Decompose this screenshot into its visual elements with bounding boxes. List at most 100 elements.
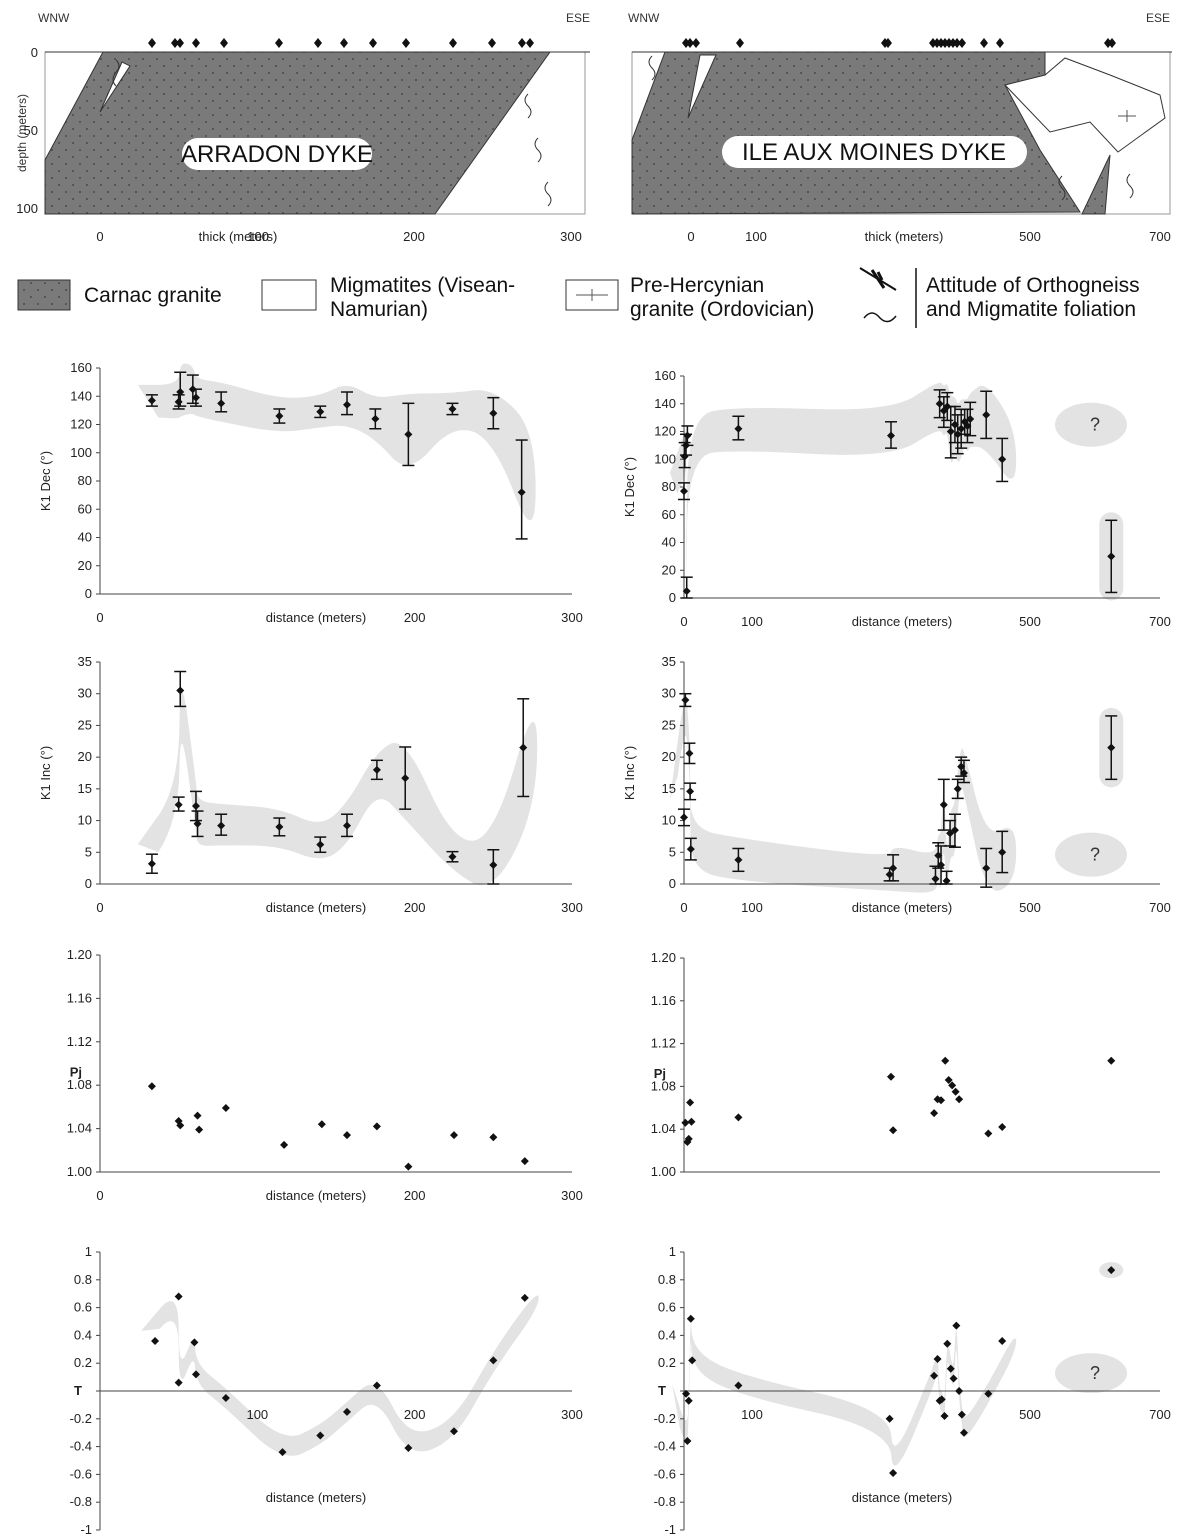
data-envelope: [670, 701, 1017, 893]
data-point: [221, 1393, 230, 1402]
carnac-granite-body-arradon: [44, 51, 551, 215]
foliation-markers-moines: [682, 38, 1116, 48]
y-tick-label: 15: [78, 781, 92, 796]
data-point: [930, 1109, 939, 1118]
data-envelope: [670, 382, 1017, 572]
y-tick-label: 0: [85, 876, 92, 891]
data-point: [680, 487, 688, 496]
x-tick-label: 100: [741, 1407, 763, 1422]
x-tick-label: 700: [1149, 900, 1171, 915]
migmatite-inclusion-moines: [687, 54, 717, 119]
data-point: [998, 848, 1007, 857]
chart-moines-pj: 1.00 1.04 1.08 1.12 1.16 1.20 Pj: [651, 950, 1160, 1179]
depth-tick-100: 100: [16, 201, 38, 216]
data-point: [317, 1120, 326, 1129]
y-axis-title: Pj: [70, 1065, 82, 1080]
y-tick-label: 1.04: [651, 1121, 676, 1136]
y-tick-label: 20: [78, 558, 92, 573]
foliation-marker: [736, 38, 744, 48]
x-tick-label: 700: [1149, 614, 1171, 629]
data-point: [950, 826, 959, 835]
data-point: [998, 455, 1007, 464]
y-tick-label: 0.2: [658, 1355, 676, 1370]
y-tick-label: 30: [78, 686, 92, 701]
x-tick-label: 500: [1019, 900, 1041, 915]
data-point: [448, 852, 457, 861]
data-point: [489, 409, 498, 418]
foliation-marker: [402, 38, 410, 48]
y-tick-label: 1.08: [67, 1077, 92, 1092]
foliation-trace: [544, 181, 552, 207]
data-point: [448, 404, 457, 413]
y-tick-label: -0.8: [654, 1494, 676, 1509]
y-tick-label: 120: [654, 424, 676, 439]
data-point: [517, 488, 526, 497]
y-tick-label: 0.8: [74, 1272, 92, 1287]
x-tick-label: 300: [561, 1188, 583, 1203]
data-point: [275, 412, 284, 421]
data-point: [176, 1121, 185, 1130]
y-tick-label: 100: [70, 445, 92, 460]
y-tick-label: 1.08: [651, 1078, 676, 1093]
y-tick-label: 25: [78, 717, 92, 732]
data-point: [941, 1056, 950, 1065]
cross-section-arradon: WNW ESE ARRADON DYKE depth (meters) 0 50…: [15, 11, 590, 244]
foliation-marker: [148, 38, 156, 48]
data-point: [957, 424, 966, 433]
foliation-marker: [488, 38, 496, 48]
thick-tick: 700: [1149, 229, 1171, 244]
x-axis-title: distance (meters): [852, 1490, 952, 1505]
data-point: [176, 686, 185, 695]
data-point: [734, 855, 743, 864]
data-point: [946, 829, 955, 838]
data-point: [280, 1140, 289, 1149]
x-tick-label: 500: [1019, 614, 1041, 629]
y-tick-label: 1.20: [67, 947, 92, 962]
chart-arradon-pj: 1.00 1.04 1.08 1.12 1.16 1.20 0 200 300 Pj distanc…: [67, 947, 583, 1203]
data-point: [950, 420, 959, 429]
data-point: [687, 1117, 696, 1126]
y-tick-label: -0.6: [654, 1466, 676, 1481]
x-tick-label: 300: [561, 1407, 583, 1422]
data-envelope: [672, 1322, 1017, 1466]
data-point: [174, 1378, 183, 1387]
x-tick-label: 200: [404, 1188, 426, 1203]
dyke-label-bg-arradon: [182, 138, 372, 170]
data-point: [1107, 1266, 1116, 1275]
y-tick-label: 60: [662, 507, 676, 522]
depth-tick-0: 0: [31, 45, 38, 60]
thick-tick: 100: [247, 229, 269, 244]
y-tick-label: 40: [662, 535, 676, 550]
chart-moines-k1dec: ? 0 20 40 60 80 100 120 140 160 0 100 500 700 K1 Dec (…: [622, 368, 1171, 629]
data-point: [946, 1364, 955, 1373]
foliation-trace: [112, 59, 120, 87]
y-tick-label: -0.6: [70, 1466, 92, 1481]
x-axis-title: distance (meters): [266, 1490, 366, 1505]
y-tick-label: 160: [70, 360, 92, 375]
x-axis-title: distance (meters): [266, 900, 366, 915]
question-mark: ?: [1090, 1363, 1100, 1383]
migmatite-inclusion-arradon: [99, 61, 131, 113]
y-tick-label: 30: [662, 686, 676, 701]
data-point: [193, 819, 202, 828]
y-axis-title: Pj: [654, 1066, 666, 1081]
legend-migmatite-foliation-symbol: [863, 312, 897, 323]
data-point: [966, 415, 975, 424]
y-tick-label: 100: [654, 451, 676, 466]
data-point: [372, 765, 381, 774]
y-tick-label: -0.4: [654, 1439, 676, 1454]
x-tick-label: 200: [404, 1407, 426, 1422]
data-point: [957, 1410, 966, 1419]
data-point: [195, 1125, 204, 1134]
x-tick-label: 0: [96, 900, 103, 915]
data-point: [193, 1111, 202, 1120]
x-axis-title: distance (meters): [852, 614, 952, 629]
foliation-marker: [953, 38, 961, 48]
data-point: [401, 774, 410, 783]
data-point: [955, 1095, 964, 1104]
data-point: [343, 1131, 352, 1140]
thick-axis-label-arradon: thick (meters): [199, 229, 278, 244]
data-point: [147, 859, 156, 868]
y-tick-label: 0.6: [74, 1300, 92, 1315]
